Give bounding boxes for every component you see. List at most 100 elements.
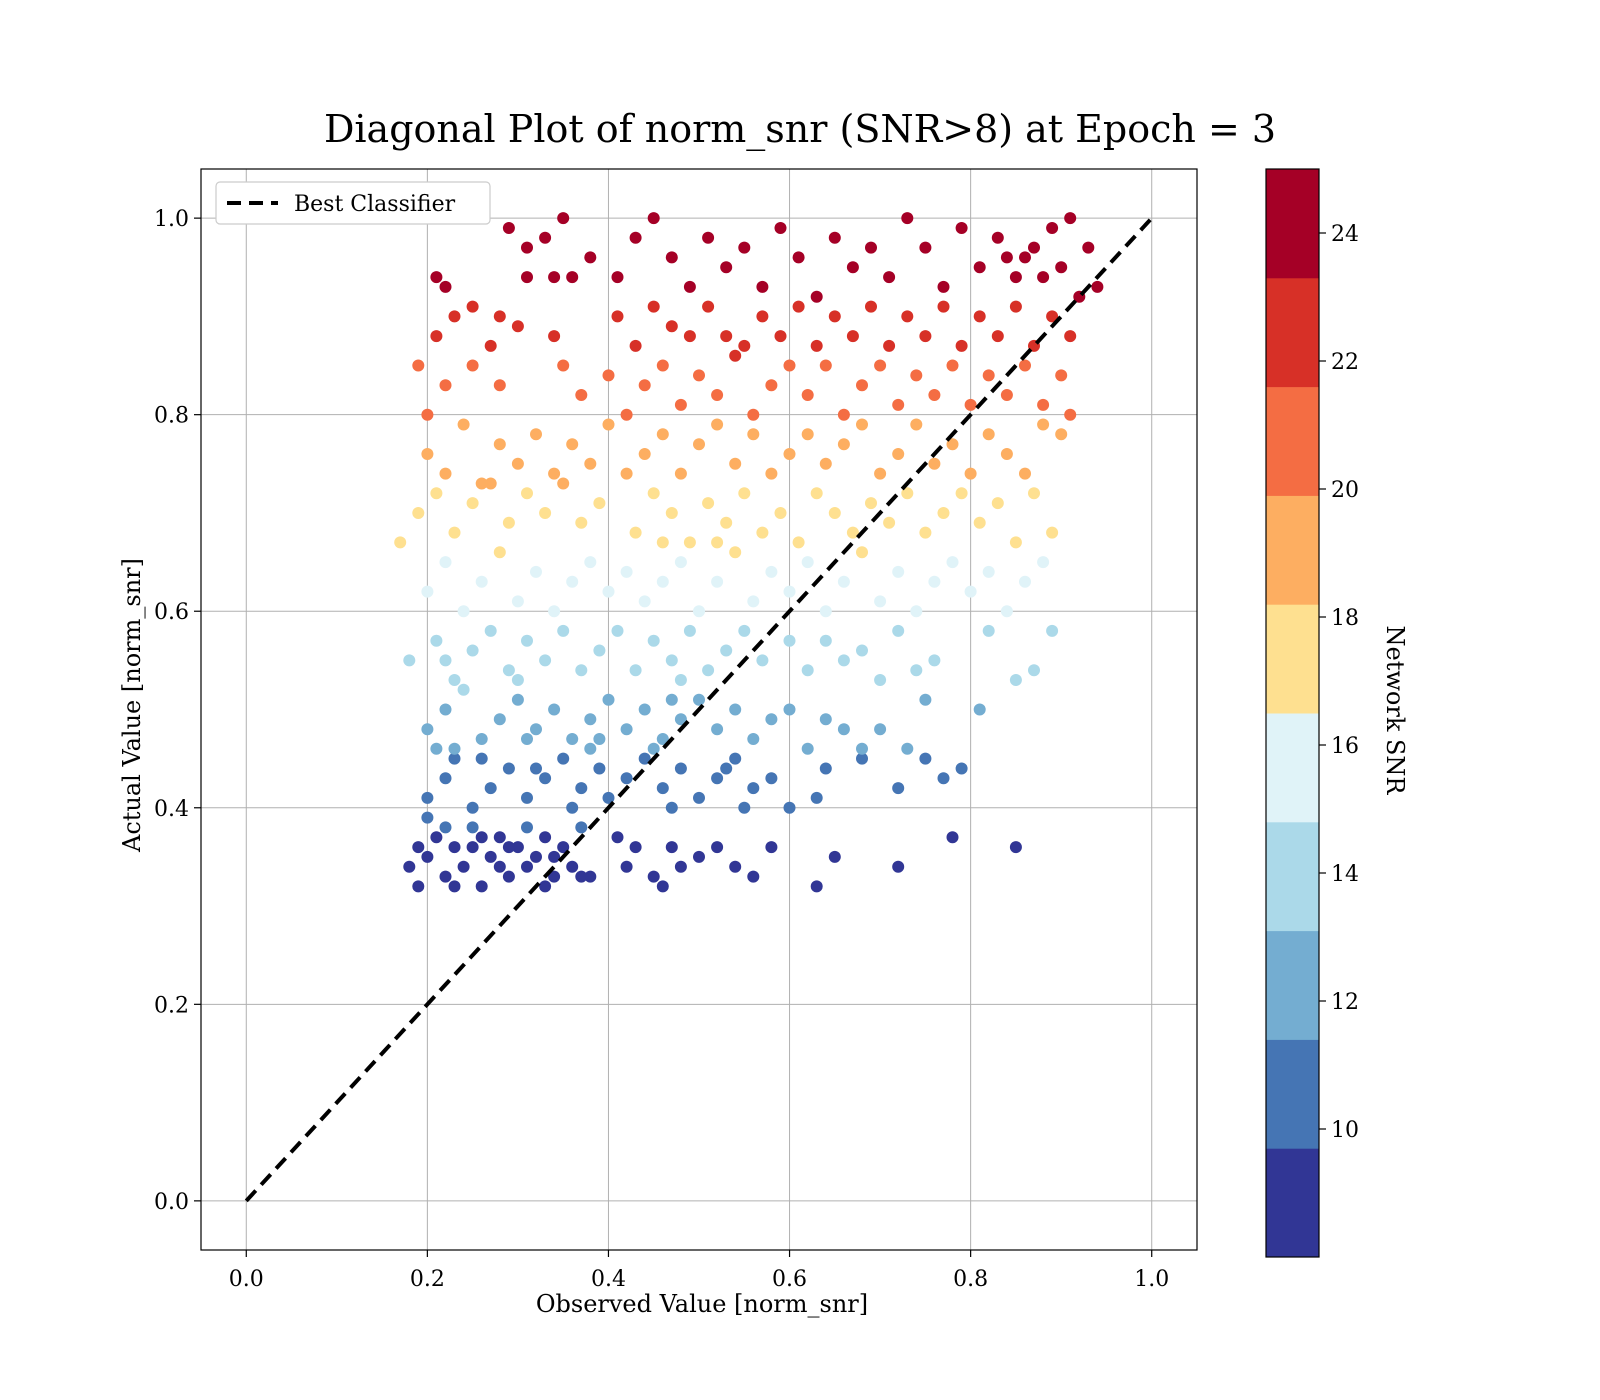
scatter-point bbox=[493, 860, 506, 873]
scatter-point bbox=[702, 300, 715, 313]
scatter-point bbox=[439, 556, 452, 569]
scatter-point bbox=[729, 860, 742, 873]
scatter-point bbox=[475, 575, 488, 588]
scatter-point bbox=[466, 801, 479, 814]
scatter-point bbox=[1000, 389, 1013, 401]
scatter-point bbox=[638, 595, 651, 608]
x-tick-label: 0.8 bbox=[953, 1267, 988, 1292]
colorbar-tick-label: 12 bbox=[1331, 990, 1359, 1015]
scatter-point bbox=[1037, 418, 1050, 431]
scatter-point bbox=[1037, 556, 1050, 569]
scatter-point bbox=[892, 624, 905, 637]
scatter-point bbox=[1028, 487, 1040, 500]
scatter-point bbox=[720, 762, 733, 775]
scatter-point bbox=[928, 575, 941, 588]
scatter-point bbox=[973, 516, 986, 529]
scatter-point bbox=[810, 487, 823, 500]
scatter-point bbox=[693, 369, 705, 382]
scatter-point bbox=[1046, 526, 1059, 539]
scatter-point bbox=[466, 359, 479, 372]
scatter-point bbox=[783, 585, 796, 598]
x-tick-label: 0.2 bbox=[410, 1267, 445, 1292]
scatter-point bbox=[665, 320, 678, 333]
y-tick-label: 0.0 bbox=[154, 1190, 189, 1215]
scatter-point bbox=[756, 526, 769, 539]
scatter-point bbox=[602, 585, 615, 598]
scatter-point bbox=[919, 330, 932, 343]
scatter-point bbox=[557, 212, 570, 225]
scatter-point bbox=[566, 438, 579, 451]
scatter-point bbox=[801, 428, 814, 441]
scatter-point bbox=[584, 870, 597, 883]
scatter-point bbox=[475, 752, 488, 765]
scatter-point bbox=[711, 772, 724, 785]
scatter-point bbox=[738, 487, 751, 500]
scatter-point bbox=[484, 782, 497, 795]
scatter-point bbox=[720, 644, 733, 657]
scatter-point bbox=[484, 850, 497, 863]
scatter-point bbox=[955, 762, 968, 775]
scatter-point bbox=[783, 448, 796, 460]
scatter-point bbox=[502, 516, 515, 529]
x-axis-ticks: 0.0 0.2 0.4 0.6 0.8 1.0 bbox=[229, 1250, 1169, 1292]
scatter-point bbox=[548, 605, 561, 618]
scatter-point bbox=[530, 565, 542, 578]
scatter-point bbox=[548, 703, 561, 716]
scatter-point bbox=[430, 330, 443, 343]
scatter-point bbox=[575, 664, 588, 677]
scatter-point bbox=[946, 831, 959, 844]
scatter-point bbox=[530, 850, 542, 863]
scatter-point bbox=[955, 487, 968, 500]
scatter-point bbox=[566, 860, 579, 873]
scatter-point bbox=[421, 850, 434, 863]
scatter-point bbox=[493, 438, 506, 451]
scatter-point bbox=[910, 369, 923, 382]
scatter-point bbox=[394, 536, 407, 549]
scatter-point bbox=[973, 261, 986, 274]
scatter-point bbox=[439, 870, 452, 883]
colorbar-tick-label: 14 bbox=[1331, 862, 1359, 887]
scatter-point bbox=[1091, 280, 1104, 293]
scatter-point bbox=[1000, 251, 1013, 264]
legend-label-best-classifier: Best Classifier bbox=[294, 192, 456, 217]
scatter-point bbox=[1019, 467, 1031, 480]
scatter-point bbox=[575, 821, 588, 834]
scatter-point bbox=[593, 644, 606, 657]
scatter-point bbox=[493, 310, 506, 323]
scatter-point bbox=[493, 831, 506, 844]
scatter-point bbox=[647, 300, 660, 313]
scatter-point bbox=[720, 516, 733, 529]
scatter-point bbox=[629, 339, 642, 352]
scatter-point bbox=[620, 408, 633, 421]
chart-title: Diagonal Plot of norm_snr (SNR>8) at Epo… bbox=[324, 107, 1276, 152]
scatter-point bbox=[557, 477, 570, 490]
scatter-point bbox=[883, 516, 896, 529]
x-tick-label: 0.6 bbox=[772, 1267, 807, 1292]
scatter-point bbox=[530, 428, 542, 441]
scatter-point bbox=[448, 841, 461, 854]
scatter-point bbox=[430, 634, 443, 647]
colorbar-segment bbox=[1266, 713, 1319, 823]
scatter-point bbox=[403, 654, 416, 667]
scatter-point bbox=[856, 546, 868, 559]
scatter-point bbox=[837, 408, 850, 421]
scatter-point bbox=[683, 330, 696, 343]
scatter-point bbox=[647, 742, 660, 755]
scatter-point bbox=[919, 752, 932, 765]
scatter-point bbox=[856, 752, 868, 765]
scatter-point bbox=[865, 497, 877, 510]
scatter-point bbox=[439, 654, 452, 667]
scatter-point bbox=[783, 359, 796, 372]
scatter-point bbox=[511, 693, 524, 706]
colorbar-segment bbox=[1266, 1039, 1319, 1149]
scatter-point bbox=[539, 772, 552, 785]
scatter-point bbox=[720, 330, 733, 343]
scatter-point bbox=[421, 585, 434, 598]
scatter-point bbox=[856, 418, 868, 431]
scatter-point bbox=[774, 507, 787, 519]
scatter-point bbox=[1064, 330, 1077, 343]
scatter-point bbox=[674, 556, 687, 569]
scatter-point bbox=[584, 556, 597, 569]
colorbar-segment bbox=[1266, 277, 1319, 388]
scatter-point bbox=[1028, 241, 1040, 254]
